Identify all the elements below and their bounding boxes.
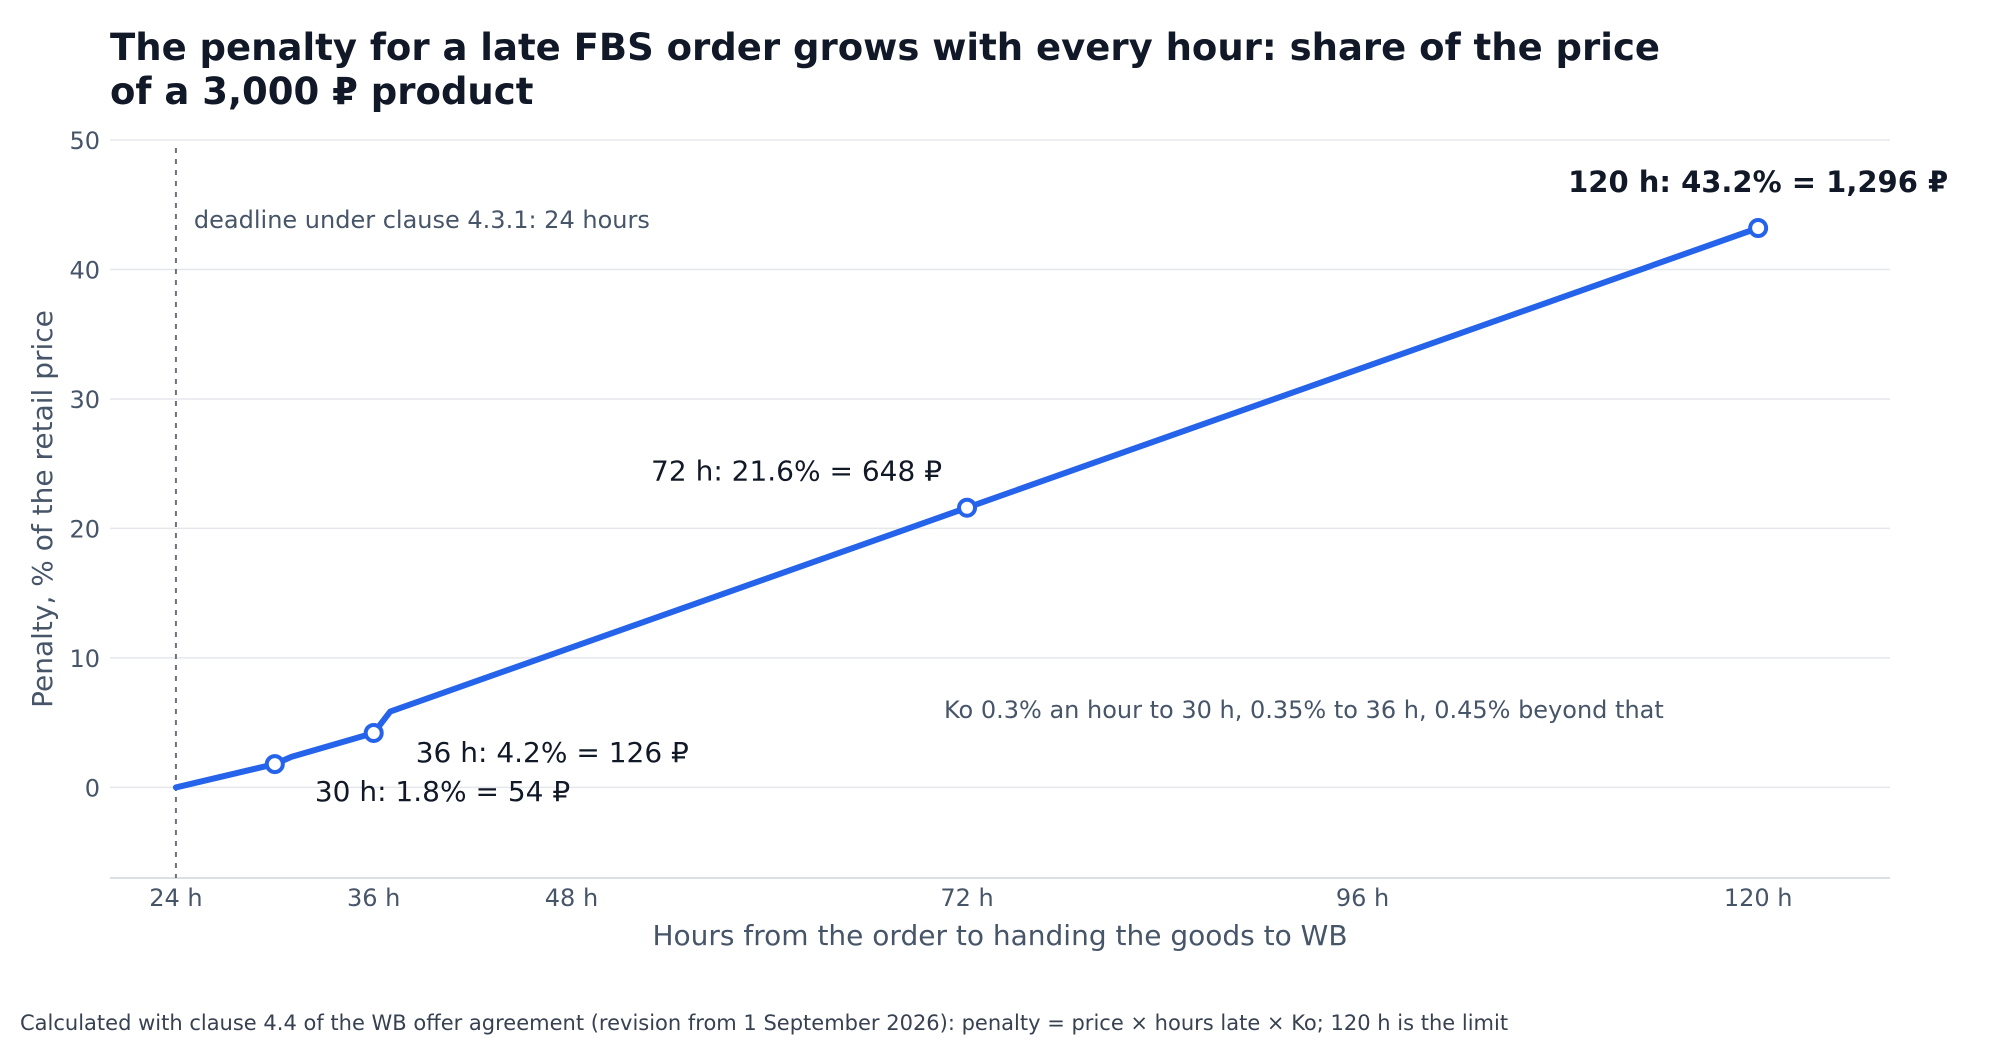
- y-axis-title: Penalty, % of the retail price: [26, 310, 59, 708]
- x-axis-title: Hours from the order to handing the good…: [652, 919, 1347, 952]
- data-point-marker: [1748, 218, 1769, 239]
- data-label: 120 h: 43.2% = 1,296 ₽: [1568, 165, 1948, 199]
- data-point-marker: [957, 497, 978, 518]
- chart-title: The penalty for a late FBS order grows w…: [110, 26, 1660, 113]
- x-tick-label: 36 h: [347, 884, 400, 912]
- y-tick-label: 20: [69, 515, 100, 543]
- x-tick-label: 24 h: [149, 884, 202, 912]
- series-line: [172, 225, 1762, 791]
- chart-footnote: Calculated with clause 4.4 of the WB off…: [20, 1011, 1509, 1035]
- x-tick-label: 96 h: [1336, 884, 1389, 912]
- data-label: 72 h: 21.6% = 648 ₽: [651, 455, 942, 488]
- x-tick-label: 72 h: [940, 884, 993, 912]
- data-label: 36 h: 4.2% = 126 ₽: [416, 736, 689, 769]
- x-tick-label: 48 h: [545, 884, 598, 912]
- y-tick-label: 30: [69, 386, 100, 414]
- data-point-marker: [363, 722, 384, 743]
- y-tick-label: 40: [69, 256, 100, 284]
- data-point-marker: [264, 754, 285, 775]
- y-tick-label: 50: [69, 127, 100, 155]
- data-label: 30 h: 1.8% = 54 ₽: [315, 775, 570, 808]
- deadline-label: deadline under clause 4.3.1: 24 hours: [194, 206, 650, 234]
- y-tick-label: 10: [69, 645, 100, 673]
- x-tick-label: 120 h: [1724, 884, 1793, 912]
- y-tick-label: 0: [85, 774, 100, 802]
- rate-note: Ko 0.3% an hour to 30 h, 0.35% to 36 h, …: [944, 696, 1664, 724]
